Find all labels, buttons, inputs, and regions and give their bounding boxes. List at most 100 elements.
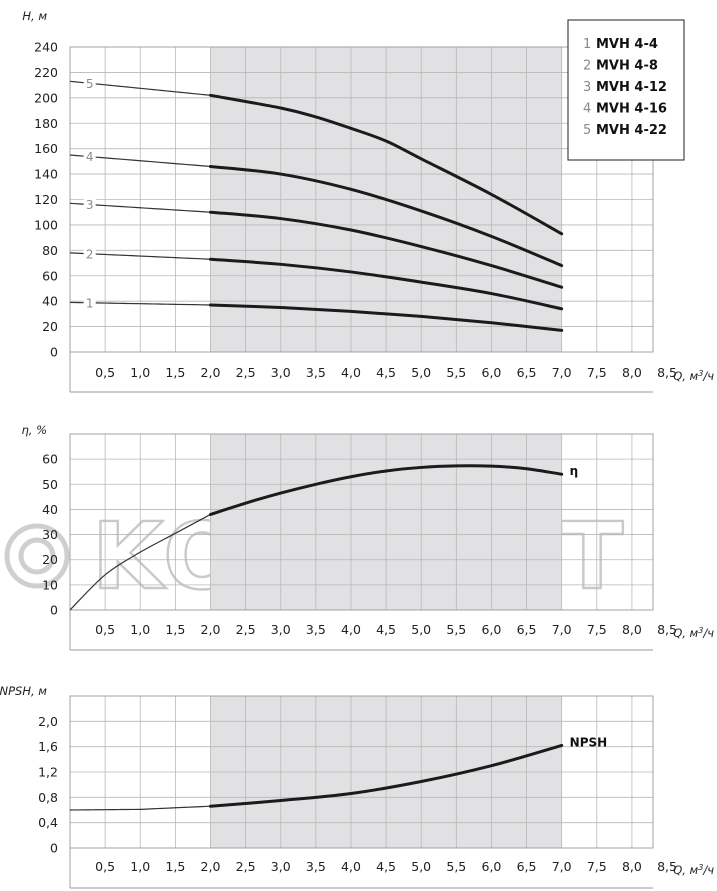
legend-number: 1: [583, 37, 591, 52]
x-tick-label: 5,0: [411, 622, 431, 637]
curve-3: [208, 210, 564, 289]
npsh-chart: 0 0,4 0,8 1,2 1,6 2,0 0,5 1,0 1,5 2,0 2,5 3,0 3,5 4,0…: [0, 684, 714, 889]
curve-leadin-eta: [69, 513, 211, 611]
y-tick-label: 20: [42, 319, 58, 334]
y-tick-label: 2,0: [38, 714, 58, 729]
x-tick-label: 3,0: [271, 622, 291, 637]
curve-number-4: 4: [86, 150, 94, 164]
watermark-ring-outer: [4, 523, 70, 589]
plot-frame: [69, 433, 654, 611]
x-tick-label: 1,0: [130, 622, 150, 637]
curve-NPSH: [208, 743, 564, 808]
x-tick-label: 2,0: [201, 622, 221, 637]
y-tick-label: 100: [34, 217, 58, 232]
legend-entry: MVH 4-16: [596, 102, 667, 117]
y-tick-label: 200: [34, 90, 58, 105]
curve-2: [208, 257, 564, 311]
x-tick-label: 6,5: [517, 365, 537, 380]
x-tick-label: 7,0: [552, 859, 572, 874]
legend-entry: MVH 4-8: [596, 59, 658, 74]
x-tick-label: 5,5: [446, 365, 466, 380]
x-axis-label: Q, м3/ч: [673, 626, 714, 641]
y-tick-label: 160: [34, 141, 58, 156]
legend-entry: MVH 4-12: [596, 80, 667, 95]
superscript-digit: 3: [698, 369, 703, 378]
legend: 1 MVH 4-4 2 MVH 4-8 3 MVH 4-12 4 MVH 4-16 5 MVH 4…: [567, 19, 685, 161]
curve-number-bg: [83, 197, 96, 212]
y-tick-label: 0,8: [38, 790, 58, 805]
x-tick-label: 3,5: [306, 859, 326, 874]
x-axis-label: Q, м3/ч: [673, 863, 714, 878]
curve-leadin-NPSH: [69, 805, 211, 811]
y-tick-label: 240: [34, 40, 58, 55]
x-tick-label: 0,5: [95, 365, 115, 380]
curve-number-5: 5: [86, 77, 94, 91]
y-tick-label: 20: [42, 552, 58, 567]
x-tick-label: 2,5: [236, 859, 256, 874]
x-tick-label: 8,5: [657, 622, 677, 637]
x-tick-label: 5,5: [446, 622, 466, 637]
x-tick-label: 3,0: [271, 365, 291, 380]
plot-frame: [69, 695, 654, 849]
x-tick-label: 1,0: [130, 859, 150, 874]
x-tick-label: 5,0: [411, 365, 431, 380]
curve-number-bg: [83, 295, 96, 310]
x-tick-label: 8,5: [657, 365, 677, 380]
y-axis-label: NPSH, м: [0, 684, 47, 698]
x-tick-label: 8,5: [657, 859, 677, 874]
y-tick-label: 80: [42, 243, 58, 258]
x-axis-label: Q, м3/ч: [673, 369, 714, 384]
curve-number-3: 3: [86, 198, 94, 212]
superscript-digit: 3: [698, 863, 703, 872]
x-tick-label: 6,0: [482, 622, 502, 637]
x-tick-label: 6,0: [482, 365, 502, 380]
x-tick-label: 7,5: [587, 365, 607, 380]
y-axis-label: H, м: [22, 9, 47, 23]
x-tick-label: 2,0: [201, 365, 221, 380]
x-tick-label: 3,0: [271, 859, 291, 874]
x-tick-label: 4,0: [341, 622, 361, 637]
y-tick-label: 1,6: [38, 739, 58, 754]
curve-4: [208, 164, 564, 268]
curve-number-bg: [83, 76, 96, 91]
x-tick-label: 1,5: [165, 859, 185, 874]
y-tick-label: 180: [34, 116, 58, 131]
y-tick-label: 140: [34, 167, 58, 182]
y-tick-label: 50: [42, 477, 58, 492]
plot-frame: [69, 46, 654, 353]
legend-number: 2: [583, 59, 591, 74]
legend-entry: MVH 4-22: [596, 123, 667, 138]
head-chart: 0 20 40 60 80 100 120 140 160 180 200 220 240 0,5 1,0 1…: [22, 9, 714, 393]
y-tick-label: 60: [42, 452, 58, 467]
x-tick-label: 1,0: [130, 365, 150, 380]
y-tick-label: 40: [42, 502, 58, 517]
y-tick-label: 30: [42, 527, 58, 542]
legend-number: 3: [583, 80, 591, 95]
curve-number-bg: [83, 149, 96, 164]
legend-entry: MVH 4-4: [596, 37, 658, 52]
curve-label-eta: η: [570, 464, 579, 478]
x-tick-label: 7,0: [552, 365, 572, 380]
curve-1: [208, 303, 564, 332]
curve-5: [208, 93, 564, 236]
y-tick-label: 0: [50, 841, 58, 856]
legend-number: 4: [583, 102, 591, 117]
x-tick-label: 3,5: [306, 365, 326, 380]
legend-box: [567, 19, 685, 161]
y-tick-label: 40: [42, 294, 58, 309]
y-tick-label: 0: [50, 345, 58, 360]
x-tick-label: 7,5: [587, 859, 607, 874]
efficiency-chart: 0 10 20 30 40 50 60 0,5 1,0 1,5 2,0 2,5 3,0 3,5 4,0 4,5…: [21, 423, 714, 651]
x-tick-label: 1,5: [165, 622, 185, 637]
x-tick-label: 4,0: [341, 365, 361, 380]
x-tick-label: 6,5: [517, 859, 537, 874]
x-tick-label: 4,5: [376, 859, 396, 874]
y-tick-label: 10: [42, 577, 58, 592]
watermark-ring-inner: [18, 537, 56, 575]
x-tick-label: 2,5: [236, 365, 256, 380]
superscript-digit: 3: [698, 626, 703, 635]
curve-number-bg: [83, 246, 96, 261]
y-tick-label: 0: [50, 603, 58, 618]
curve-eta: [208, 464, 564, 516]
